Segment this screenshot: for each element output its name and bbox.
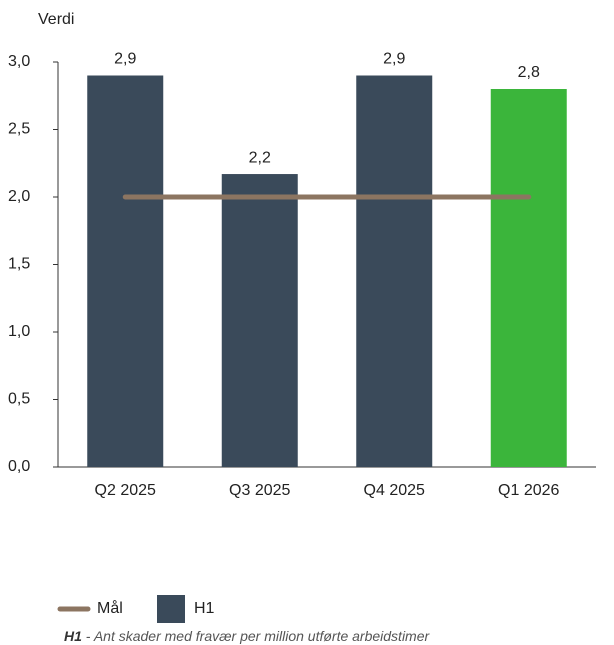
x-tick-label: Q1 2026: [498, 482, 559, 499]
y-tick-label: 0,5: [8, 391, 30, 408]
data-label: 2,2: [249, 149, 271, 166]
footnote: H1 - Ant skader med fravær per million u…: [64, 628, 431, 644]
y-tick-label: 0,0: [8, 458, 30, 475]
legend-label: H1: [194, 600, 215, 617]
y-tick-label: 1,0: [8, 323, 30, 340]
legend-swatch: [157, 595, 185, 623]
y-axis-label: Verdi: [38, 11, 74, 28]
y-tick-label: 2,5: [8, 121, 30, 138]
x-tick-label: Q3 2025: [229, 482, 290, 499]
data-label: 2,9: [114, 51, 136, 68]
bar: [356, 75, 433, 467]
y-tick-label: 1,5: [8, 256, 30, 273]
x-tick-label: Q2 2025: [95, 482, 156, 499]
y-tick-label: 3,0: [8, 53, 30, 70]
bar: [87, 75, 164, 467]
bar: [490, 89, 567, 467]
legend-label: Mål: [97, 599, 123, 617]
bar: [221, 174, 298, 468]
data-label: 2,9: [383, 51, 405, 68]
footnote-text: - Ant skader med fravær per million utfø…: [82, 628, 431, 644]
data-label: 2,8: [518, 64, 540, 81]
y-tick-label: 2,0: [8, 188, 30, 205]
footnote-term: H1: [64, 628, 82, 644]
x-tick-label: Q4 2025: [364, 482, 425, 499]
